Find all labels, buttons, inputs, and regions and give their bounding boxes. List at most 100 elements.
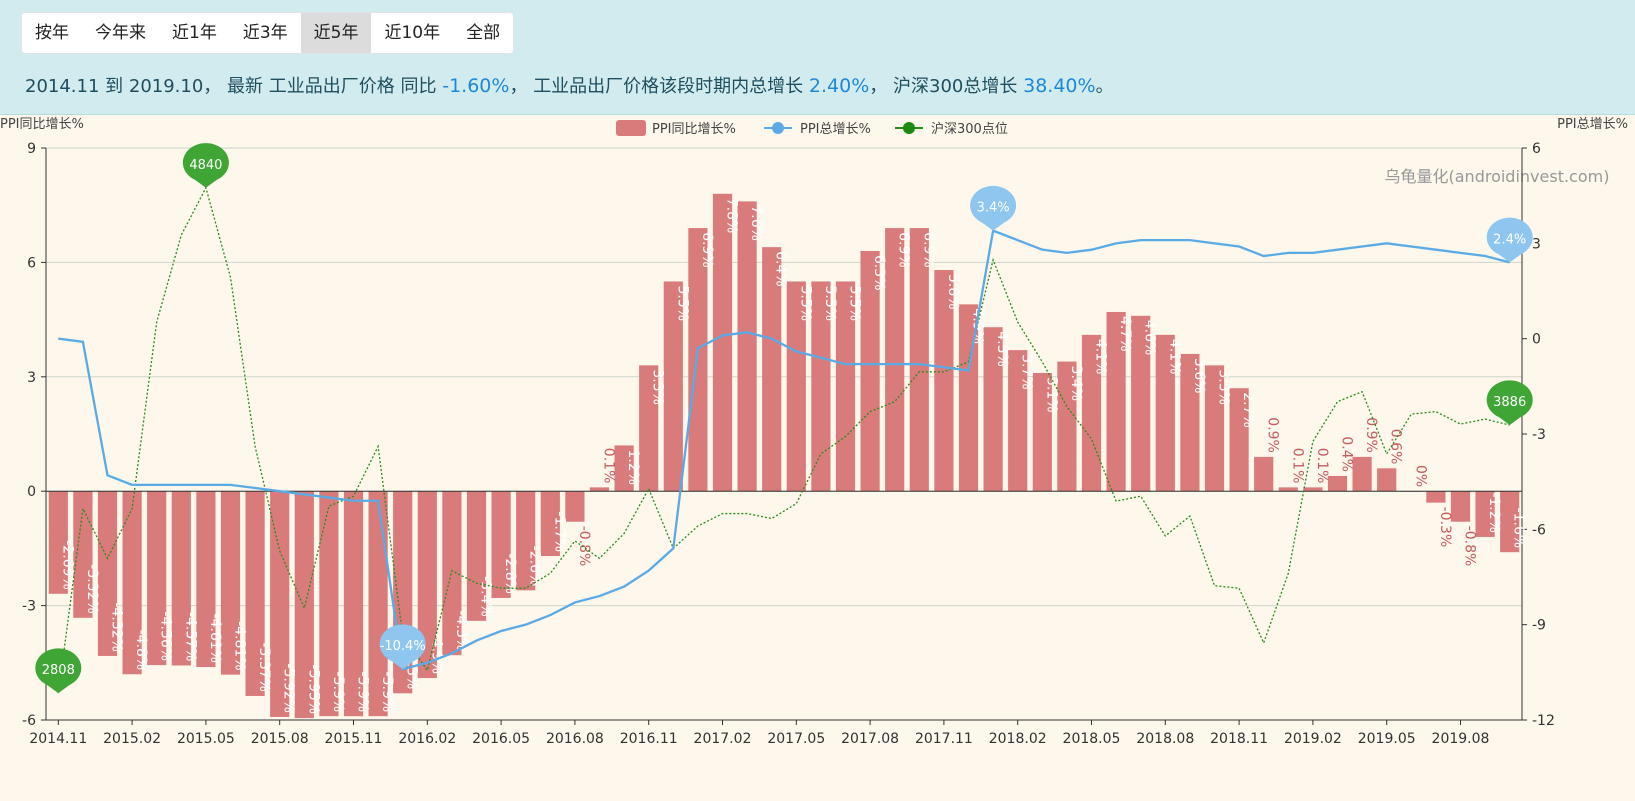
bar-value-label: -2.8% xyxy=(502,553,518,594)
left-tick-label: 9 xyxy=(27,141,36,157)
x-tick-label: 2019.02 xyxy=(1284,731,1342,747)
bar-value-label: 5.5% xyxy=(822,285,838,321)
bar-value-label: -4.32% xyxy=(109,602,125,652)
bar xyxy=(786,281,806,492)
bar-value-label: 3.1% xyxy=(1043,377,1059,413)
summary-sep2: ， xyxy=(869,76,888,97)
legend-ppi-yoy[interactable]: PPI同比增长% xyxy=(652,122,736,137)
grid xyxy=(46,147,1522,721)
tab-5y[interactable]: 近5年 xyxy=(300,13,372,53)
bar-value-label: 4.1% xyxy=(1093,339,1109,375)
x-tick-label: 2015.05 xyxy=(177,731,235,747)
right-tick-label: 0 xyxy=(1532,332,1541,348)
x-tick-label: 2015.02 xyxy=(103,731,161,747)
bar-value-label: 1.2% xyxy=(625,449,641,485)
bar xyxy=(171,491,191,666)
legend[interactable]: PPI同比增长% PPI总增长% 沪深300点位 xyxy=(616,120,1008,137)
tab-3y[interactable]: 近3年 xyxy=(242,23,288,43)
ppi-total-min-marker: -10.4% xyxy=(379,624,426,670)
bar-value-label: -5.9% xyxy=(330,672,346,713)
bar xyxy=(614,445,634,492)
tab-1y[interactable]: 近1年 xyxy=(172,23,217,43)
index-series xyxy=(57,186,1510,694)
bar xyxy=(1500,491,1520,553)
top-panel: 按年 今年来 近1年 近3年 近5年 近10年 全部 2014.11 到 201… xyxy=(0,0,1635,115)
x-tick-label: 2015.08 xyxy=(251,731,309,747)
summary-line: 2014.11 到 2019.10， 最新 工业品出厂价格 同比 -1.60%，… xyxy=(25,72,1114,98)
x-tick-label: 2016.11 xyxy=(620,731,678,747)
bar xyxy=(983,327,1003,492)
bar xyxy=(73,491,93,618)
ppi-total-max-marker-shape xyxy=(970,185,1017,231)
x-tick-label: 2016.02 xyxy=(398,731,456,747)
bar xyxy=(368,491,388,717)
bar-value-label: 6.9% xyxy=(699,232,715,268)
bar xyxy=(1008,350,1028,492)
tab-ytd[interactable]: 今年来 xyxy=(95,23,146,43)
x-tick-label: 2018.08 xyxy=(1136,731,1194,747)
bar xyxy=(270,491,290,717)
bar xyxy=(663,281,683,492)
bar xyxy=(220,491,241,675)
bar-value-label: -4.57% xyxy=(182,612,198,662)
bar xyxy=(860,250,880,492)
tab-10y[interactable]: 近10年 xyxy=(384,23,441,43)
x-tick-label: 2019.05 xyxy=(1358,731,1416,747)
bar xyxy=(1131,315,1151,492)
bar-value-label: 0.9% xyxy=(1265,417,1281,453)
bar xyxy=(1352,456,1372,492)
bar xyxy=(737,201,757,492)
x-tick-label: 2018.02 xyxy=(989,731,1047,747)
summary-total-value: 2.40% xyxy=(808,75,870,97)
bar xyxy=(909,228,929,492)
bar xyxy=(885,228,905,492)
x-tick-label: 2016.08 xyxy=(546,731,604,747)
left-tick-label: -3 xyxy=(22,599,36,615)
legend-ppi-total[interactable]: PPI总增长% xyxy=(800,122,871,137)
bar xyxy=(1475,491,1495,537)
period-tabs: 按年 今年来 近1年 近3年 近5年 近10年 全部 xyxy=(21,12,515,54)
bar xyxy=(811,281,831,492)
bar-value-label: -0.3% xyxy=(1437,507,1453,548)
bar-value-label: 5.5% xyxy=(847,285,863,321)
bar xyxy=(1229,388,1249,492)
bar xyxy=(1254,456,1274,492)
bar-value-label: -5.92% xyxy=(281,663,297,713)
bar xyxy=(835,281,856,492)
tab-all[interactable]: 全部 xyxy=(466,23,501,43)
bar-value-label: -3.4% xyxy=(478,576,494,617)
bar-value-label: 0.1% xyxy=(601,448,617,484)
bar-value-label: -2.69% xyxy=(59,540,75,590)
bar-value-label: 4.1% xyxy=(1166,339,1182,375)
left-tick-label: 6 xyxy=(27,255,36,271)
bar-value-label: -4.56% xyxy=(158,612,174,662)
bar xyxy=(1426,491,1446,503)
ppi-total-min-marker-shape xyxy=(379,624,426,670)
x-tick-label: 2017.11 xyxy=(915,731,973,747)
bar-value-label: -4.3% xyxy=(453,611,469,652)
bar xyxy=(712,193,733,492)
markers: 4840 2808 3886 3.4% -10.4% 2.4% xyxy=(35,143,1533,694)
bar-value-label: 0.1% xyxy=(1314,448,1330,484)
ppi-chart: PPI同比增长% PPI总增长% 乌龟量化(androidinvest.com)… xyxy=(0,117,1628,747)
legend-index[interactable]: 沪深300点位 xyxy=(931,121,1008,137)
ppi-total-min-marker-text: -10.4% xyxy=(380,639,426,654)
bar-value-label: 5.5% xyxy=(797,285,813,321)
bar-value-label: 6.4% xyxy=(773,251,789,287)
tab-by-year[interactable]: 按年 xyxy=(35,23,69,43)
summary-sep1: ， xyxy=(509,76,528,97)
bar xyxy=(417,491,437,679)
ppi-total-end-marker-text: 2.4% xyxy=(1493,232,1526,247)
bar-value-label: -4.61% xyxy=(207,613,223,663)
right-tick-label: -3 xyxy=(1532,427,1546,443)
x-tick-label: 2019.08 xyxy=(1432,731,1490,747)
x-tick-label: 2014.11 xyxy=(29,731,87,747)
ppi-total-max-marker-text: 3.4% xyxy=(977,201,1010,216)
bar xyxy=(442,491,462,656)
legend-index-dot xyxy=(903,122,915,134)
index-end-marker: 3886 xyxy=(1486,380,1533,426)
bar xyxy=(762,247,782,492)
bar xyxy=(245,491,265,696)
right-tick-label: -6 xyxy=(1532,522,1546,538)
bar xyxy=(540,491,560,557)
